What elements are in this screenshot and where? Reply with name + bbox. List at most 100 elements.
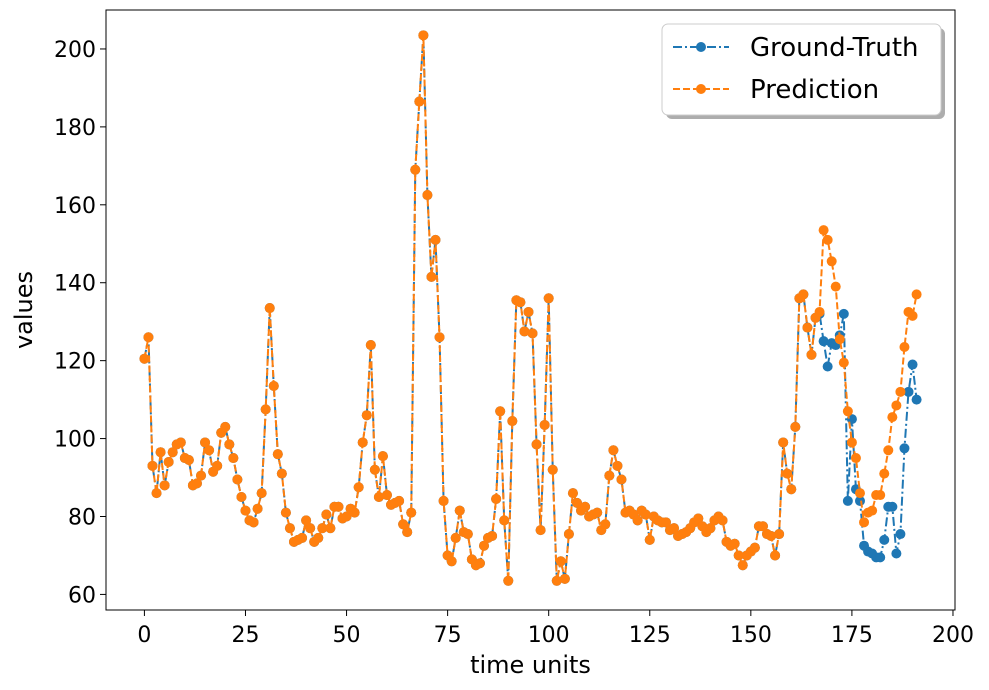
data-point-prediction [875,490,886,501]
data-point-prediction [559,573,570,584]
legend-prediction-marker [696,84,706,94]
data-point-prediction [503,575,514,586]
data-point-prediction [774,529,785,540]
data-point-prediction [838,357,849,368]
legend: Ground-Truth Prediction [661,23,945,119]
data-point-prediction [580,501,591,512]
data-point-prediction [729,538,740,549]
x-tick-label: 100 [528,623,570,648]
data-point-prediction [196,470,207,481]
data-point-prediction [604,470,615,481]
data-point-prediction [616,474,627,485]
data-point-prediction [414,96,425,107]
data-point-prediction [527,328,538,339]
data-point-prediction [232,474,243,485]
data-point-prediction [430,234,441,245]
data-point-prediction [349,507,360,518]
data-point-prediction [592,507,603,518]
data-point-prediction [454,505,465,516]
data-point-prediction [806,349,817,360]
data-point-prediction [280,507,291,518]
data-point-prediction [895,386,906,397]
data-point-ground-truth [838,308,849,319]
data-point-prediction [268,380,279,391]
x-tick-label: 25 [231,623,259,648]
y-axis-label: values [10,271,38,349]
data-point-prediction [365,340,376,351]
data-point-prediction [887,412,898,423]
series-prediction [139,30,922,586]
data-point-prediction [850,453,861,464]
data-point-prediction [155,447,166,458]
y-tick-label: 100 [54,428,96,453]
x-tick-label: 200 [932,623,974,648]
data-point-ground-truth [879,534,890,545]
data-point-prediction [410,164,421,175]
data-point-prediction [551,575,562,586]
data-point-prediction [353,482,364,493]
x-tick-label: 75 [434,623,462,648]
data-point-prediction [321,509,332,520]
data-point-prediction [264,303,275,314]
data-point-prediction [151,488,162,499]
data-point-prediction [426,271,437,282]
data-point-prediction [786,484,797,495]
series-layer [139,30,922,586]
data-point-ground-truth [822,361,833,372]
data-point-prediction [422,190,433,201]
y-tick-label: 60 [68,583,96,608]
data-point-prediction [297,532,308,543]
data-point-prediction [782,468,793,479]
y-tick-label: 140 [54,272,96,297]
data-point-ground-truth [911,394,922,405]
data-point-prediction [539,419,550,430]
x-tick-label: 50 [333,623,361,648]
data-point-prediction [737,560,748,571]
x-axis-label: time units [470,651,591,679]
data-point-prediction [438,495,449,506]
data-point-ground-truth [842,495,853,506]
data-point-ground-truth [903,386,914,397]
data-point-prediction [854,488,865,499]
data-point-prediction [256,488,267,499]
data-point-prediction [535,525,546,536]
data-point-prediction [434,332,445,343]
data-point-prediction [191,478,202,489]
y-axis-ticks: 60 80 100 120 140 160 180 200 [54,38,106,608]
x-tick-label: 150 [730,623,772,648]
data-point-ground-truth [818,336,829,347]
data-point-prediction [911,289,922,300]
data-point-prediction [531,439,542,450]
y-tick-label: 80 [68,505,96,530]
data-point-prediction [830,281,841,292]
data-point-prediction [644,534,655,545]
data-point-prediction [228,453,239,464]
data-point-prediction [248,517,259,528]
data-point-prediction [284,523,295,534]
data-point-prediction [766,530,777,541]
data-point-prediction [159,480,170,491]
y-tick-label: 200 [54,38,96,63]
x-tick-label: 175 [831,623,873,648]
data-point-prediction [175,437,186,448]
data-point-prediction [608,445,619,456]
legend-prediction-label: Prediction [750,75,879,105]
data-point-prediction [183,455,194,465]
data-point-prediction [757,521,768,532]
data-point-ground-truth [887,501,898,512]
data-point-prediction [867,505,878,516]
data-point-prediction [418,30,429,41]
data-point-prediction [373,492,384,503]
data-point-prediction [571,497,582,508]
data-point-prediction [357,437,368,448]
data-point-prediction [450,532,461,543]
data-point-prediction [733,550,744,561]
data-point-prediction [139,353,150,364]
data-point-prediction [369,464,380,475]
data-point-prediction [632,515,643,526]
data-point-prediction [842,406,853,417]
data-point-prediction [790,421,801,432]
y-tick-label: 180 [54,116,96,141]
data-point-ground-truth [854,495,865,506]
y-tick-label: 160 [54,194,96,219]
